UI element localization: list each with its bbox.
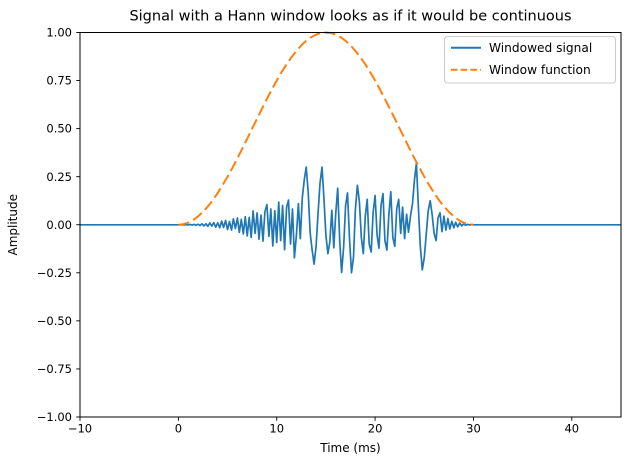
x-tick-label: 0: [175, 422, 182, 436]
legend: Windowed signal Window function: [444, 36, 616, 84]
y-tick-label: 0.25: [46, 170, 72, 184]
x-axis-label: Time (ms): [319, 441, 381, 455]
y-tick-label: 0.50: [46, 122, 72, 136]
y-tick-label: 0.75: [46, 74, 72, 88]
windowed-signal-line: [80, 162, 621, 274]
y-tick-label: −0.75: [37, 362, 72, 376]
x-axis-ticks: −10 0 10 20 30 40: [68, 417, 579, 436]
legend-box: [444, 36, 616, 84]
y-axis-ticks: −1.00 −0.75 −0.50 −0.25 0.00 0.25 0.50 0.75 1.00: [37, 26, 80, 424]
x-tick-label: 10: [269, 422, 284, 436]
y-tick-label: 0.00: [46, 218, 72, 232]
legend-label-window-function: Window function: [489, 63, 591, 77]
y-tick-label: 1.00: [46, 26, 72, 40]
window-function-line: [178, 31, 474, 226]
y-tick-label: −1.00: [37, 410, 72, 424]
y-axis-label: Amplitude: [6, 194, 20, 256]
x-tick-label: 30: [466, 422, 481, 436]
legend-label-windowed-signal: Windowed signal: [489, 41, 592, 55]
plot-border: [79, 32, 622, 418]
chart-title: Signal with a Hann window looks as if it…: [129, 9, 571, 25]
x-tick-label: 20: [368, 422, 383, 436]
x-tick-label: −10: [68, 422, 92, 436]
x-tick-label: 40: [564, 422, 579, 436]
y-tick-label: −0.25: [37, 266, 72, 280]
y-tick-label: −0.50: [37, 314, 72, 328]
